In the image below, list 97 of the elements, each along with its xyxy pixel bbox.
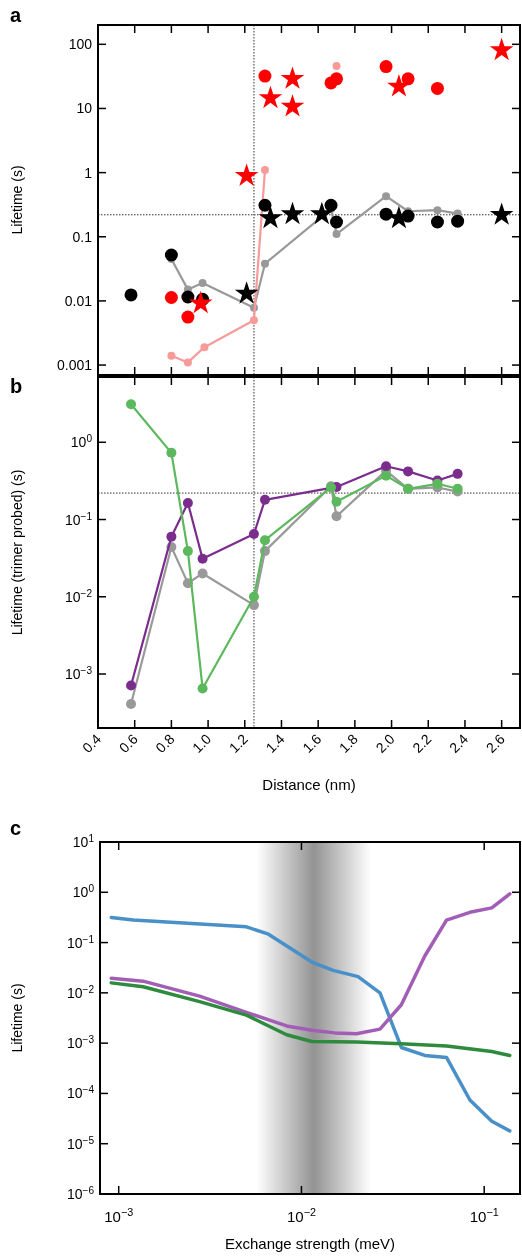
point [258, 198, 272, 212]
point [166, 447, 177, 458]
point [258, 85, 283, 109]
chart-title: b [10, 375, 23, 397]
point [181, 310, 195, 324]
y-tick-label: 10$^{−3}$ [64, 664, 93, 683]
y-tick-label: 10 [76, 100, 93, 117]
x-tick-label: 1.4 [262, 730, 288, 756]
y-tick-label: 10$^{0}$ [72, 882, 95, 901]
point [124, 288, 138, 302]
y-tick-label: 10$^{−2}$ [64, 587, 93, 605]
point [197, 553, 208, 564]
point [198, 279, 207, 288]
point [166, 531, 177, 542]
point [381, 470, 392, 481]
point [259, 535, 270, 546]
point [489, 37, 514, 61]
point [259, 494, 270, 505]
x-axis-title: Distance (nm) [262, 776, 356, 793]
point [331, 496, 342, 507]
point [379, 60, 393, 74]
y-tick-label: 10$^{−1}$ [64, 510, 93, 528]
y-tick-label: 10$^{−5}$ [66, 1134, 95, 1152]
point [234, 281, 259, 304]
x-tick-label: 0.4 [79, 730, 105, 756]
point [280, 94, 305, 117]
x-tick-label: 1.8 [335, 730, 362, 756]
point [126, 698, 137, 709]
point [387, 74, 411, 97]
x-axis-title: Exchange strength (meV) [224, 1235, 396, 1252]
point [280, 66, 305, 89]
point [183, 358, 192, 367]
point [332, 230, 341, 239]
point [451, 214, 465, 228]
y-axis-title: Lifetime (trimer probed) (s) [9, 469, 25, 636]
y-tick-label: 10$^{−1}$ [66, 933, 95, 951]
point [200, 343, 209, 352]
x-tick-label: 1.2 [225, 730, 252, 756]
y-tick-label: 1 [84, 164, 93, 181]
point [197, 568, 208, 579]
y-tick-label: 0.001 [56, 357, 93, 374]
x-tick-label: 1.0 [189, 730, 215, 756]
point [167, 351, 176, 360]
y-tick-label: 10$^{−2}$ [66, 983, 95, 1001]
point [381, 461, 392, 472]
point [260, 165, 269, 174]
chart-title: a [10, 4, 22, 26]
point [188, 290, 213, 314]
x-tick-label: 1.6 [299, 730, 325, 756]
point [164, 248, 178, 262]
point [249, 316, 258, 325]
x-tick-label: 2.6 [482, 730, 508, 756]
x-tick-label: 10$^{−2}$ [286, 1206, 316, 1225]
point [310, 201, 334, 225]
point [260, 259, 269, 268]
point [433, 206, 442, 215]
point [258, 69, 272, 83]
chart-title: c [10, 817, 22, 839]
point [403, 466, 414, 477]
y-tick-label: 0.01 [64, 292, 93, 309]
point [280, 201, 305, 225]
point [430, 215, 444, 229]
point [324, 198, 338, 212]
x-tick-label: 0.6 [115, 730, 141, 756]
point [258, 205, 283, 229]
x-tick-label: 10$^{−1}$ [469, 1206, 499, 1225]
y-tick-label: 10$^{−4}$ [66, 1083, 95, 1102]
y-tick-label: 10$^{1}$ [72, 832, 95, 850]
point [248, 528, 259, 539]
x-tick-label: 2.0 [372, 730, 398, 756]
point [331, 511, 342, 522]
point [330, 72, 344, 86]
point [330, 215, 344, 229]
point [182, 546, 193, 557]
y-tick-label: 10$^{−6}$ [66, 1184, 95, 1202]
point [430, 81, 444, 95]
y-tick-label: 100 [68, 36, 93, 53]
point [401, 72, 415, 86]
x-tick-label: 2.2 [409, 730, 435, 756]
point [382, 192, 391, 201]
point [126, 399, 137, 410]
point [197, 683, 208, 694]
y-axis-title: Lifetime (s) [9, 983, 25, 1053]
x-tick-label: 2.4 [446, 730, 472, 756]
point [164, 291, 178, 304]
point [182, 497, 193, 508]
y-tick-label: 10$^{0}$ [70, 432, 93, 451]
point [452, 468, 463, 479]
point [248, 591, 259, 602]
y-tick-label: 10$^{−3}$ [66, 1033, 95, 1052]
x-tick-label: 0.8 [152, 730, 178, 756]
point [489, 202, 514, 225]
y-axis-title: Lifetime (s) [9, 165, 25, 235]
point [126, 680, 137, 691]
point [234, 163, 259, 186]
y-tick-label: 0.1 [72, 228, 93, 245]
x-tick-label: 10$^{−3}$ [104, 1206, 134, 1225]
